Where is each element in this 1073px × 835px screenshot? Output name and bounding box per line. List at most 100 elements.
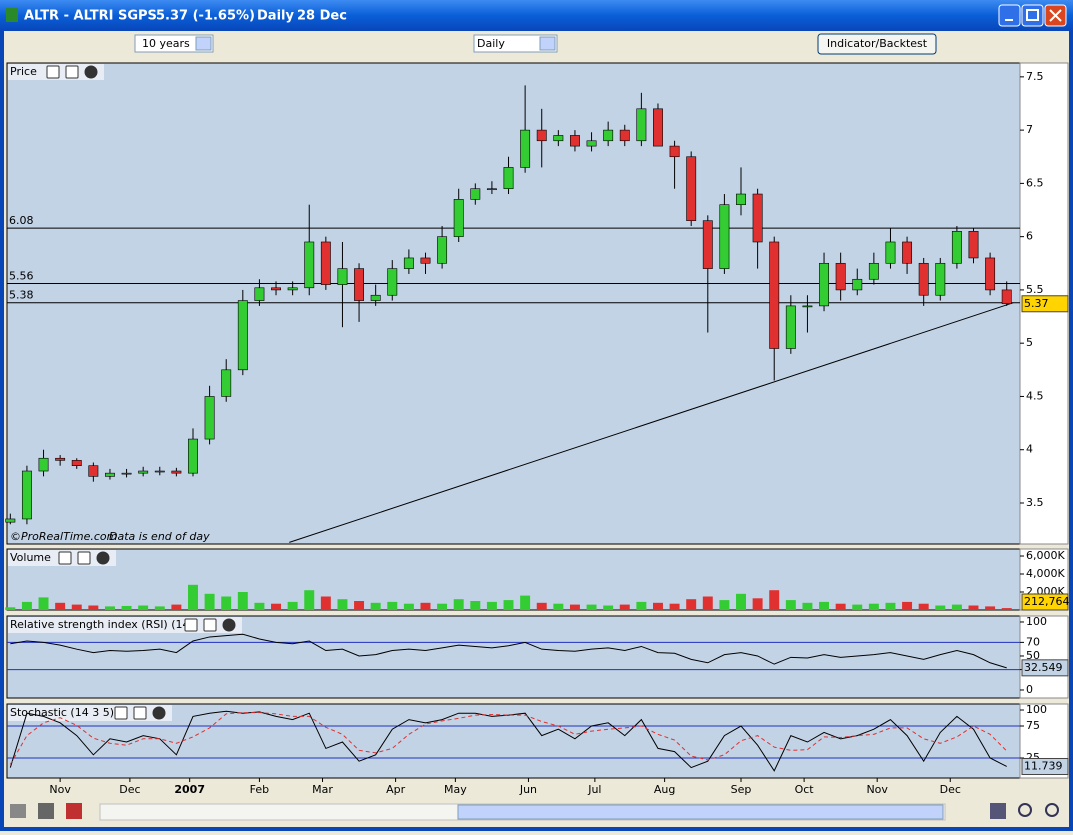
- candle-body: [320, 241, 331, 285]
- candle-body: [752, 193, 763, 243]
- candle-body: [337, 268, 348, 285]
- toolbar-icons[interactable]: [10, 803, 1059, 819]
- icon-zoom-out[interactable]: [1018, 803, 1032, 817]
- candle-body: [237, 300, 248, 371]
- candle-body: [221, 369, 232, 397]
- select-box[interactable]: [134, 34, 214, 53]
- date: 28 Dec: [297, 9, 347, 24]
- candle-body: [968, 231, 979, 259]
- volume-bar: [354, 601, 365, 610]
- candle-body: [254, 287, 265, 301]
- y-tick-label: 6.5: [1026, 176, 1044, 189]
- indicator-button[interactable]: Indicator/Backtest: [817, 33, 937, 55]
- y-tick-label: 4,000K: [1026, 567, 1065, 580]
- icon-cursor[interactable]: [66, 803, 82, 819]
- candle-body: [669, 145, 680, 158]
- select-box[interactable]: [473, 34, 558, 53]
- panel-icon[interactable]: [114, 706, 128, 720]
- y-tick-label: 6: [1026, 230, 1033, 243]
- volume-bar: [736, 593, 746, 610]
- candle-body: [736, 193, 746, 205]
- last-value: 212,764: [1024, 595, 1070, 608]
- panel-icon[interactable]: [184, 618, 198, 632]
- panel-icon[interactable]: [84, 65, 98, 79]
- volume-bar: [370, 602, 381, 610]
- panel-icon[interactable]: [203, 618, 217, 632]
- volume-bar: [420, 602, 431, 610]
- volume-bar: [5, 607, 16, 610]
- y-tick-label: 0: [1026, 683, 1033, 696]
- y-tick-label: 100: [1026, 615, 1047, 628]
- symbol: ALTR - ALTRI SGPS: [24, 9, 157, 24]
- candle-body: [470, 188, 481, 200]
- candle-body: [420, 257, 431, 264]
- candle-body: [586, 140, 597, 147]
- quote: 5.37 (-1.65%): [156, 9, 255, 24]
- candle-body: [370, 294, 381, 301]
- panel: [6, 703, 1021, 779]
- panel-icon[interactable]: [58, 551, 72, 565]
- volume-bar: [71, 604, 82, 610]
- candle-body: [868, 262, 879, 280]
- minimize[interactable]: [998, 4, 1021, 27]
- interval-text: Daily: [477, 37, 505, 50]
- volume-bar: [951, 604, 962, 610]
- x-tick-label: Jun: [519, 783, 537, 796]
- x-tick-label: Mar: [312, 783, 333, 796]
- panel-title-bg: [8, 617, 242, 633]
- x-tick-label: Nov: [866, 783, 888, 796]
- candle-body: [902, 241, 913, 264]
- panel-icon[interactable]: [96, 551, 110, 565]
- candle-body: [21, 470, 32, 520]
- last-value: 5.37: [1024, 297, 1049, 310]
- button[interactable]: [817, 33, 937, 55]
- volume-bar: [785, 600, 796, 610]
- volume-bar: [968, 605, 979, 610]
- volume-bar: [121, 605, 132, 610]
- y-tick-label: 100: [1026, 703, 1047, 716]
- volume-bar: [569, 604, 580, 610]
- candle-body: [918, 262, 929, 296]
- volume-bar: [154, 606, 165, 610]
- volume-bar: [935, 605, 946, 610]
- panel-icon[interactable]: [133, 706, 147, 720]
- candle-body: [885, 241, 896, 264]
- x-tick-label: Feb: [250, 783, 269, 796]
- candle-body: [769, 241, 780, 349]
- candle-body: [138, 470, 149, 474]
- candle-body: [403, 257, 414, 269]
- volume-bar: [702, 596, 713, 610]
- interval-select[interactable]: Daily: [473, 34, 558, 53]
- last-value: 32.549: [1024, 661, 1063, 674]
- x-tick-label: Nov: [49, 783, 71, 796]
- panel-icon[interactable]: [46, 65, 60, 79]
- volume-bar: [470, 601, 481, 610]
- panel-icon[interactable]: [77, 551, 91, 565]
- icon-zoom-in[interactable]: [1045, 803, 1059, 817]
- x-tick-label: Dec: [119, 783, 140, 796]
- scroll-thumb[interactable]: [457, 804, 944, 820]
- range-select[interactable]: 10 years: [134, 34, 214, 53]
- x-tick-label: Apr: [386, 783, 406, 796]
- x-tick-label: Aug: [654, 783, 675, 796]
- volume-bar: [254, 602, 265, 610]
- volume-bar: [287, 601, 298, 610]
- candle-body: [835, 262, 846, 291]
- last-value-box: [1021, 593, 1069, 611]
- panel-icon[interactable]: [65, 65, 79, 79]
- panel-icon[interactable]: [152, 706, 166, 720]
- volume-bar: [88, 605, 99, 610]
- candle-body: [304, 241, 315, 289]
- axis-area: [1019, 615, 1069, 699]
- last-value-box: [1021, 659, 1069, 677]
- volume-bar: [985, 606, 996, 610]
- icon-zoom-box[interactable]: [990, 803, 1006, 819]
- candle-body: [437, 236, 448, 264]
- indicator-line: [9, 712, 1008, 765]
- icon-print[interactable]: [38, 803, 54, 819]
- icon-mail[interactable]: [10, 804, 26, 818]
- window-buttons[interactable]: [998, 4, 1067, 27]
- panel-icon[interactable]: [222, 618, 236, 632]
- note: Data is end of day: [109, 530, 210, 543]
- maximize[interactable]: [1021, 4, 1044, 27]
